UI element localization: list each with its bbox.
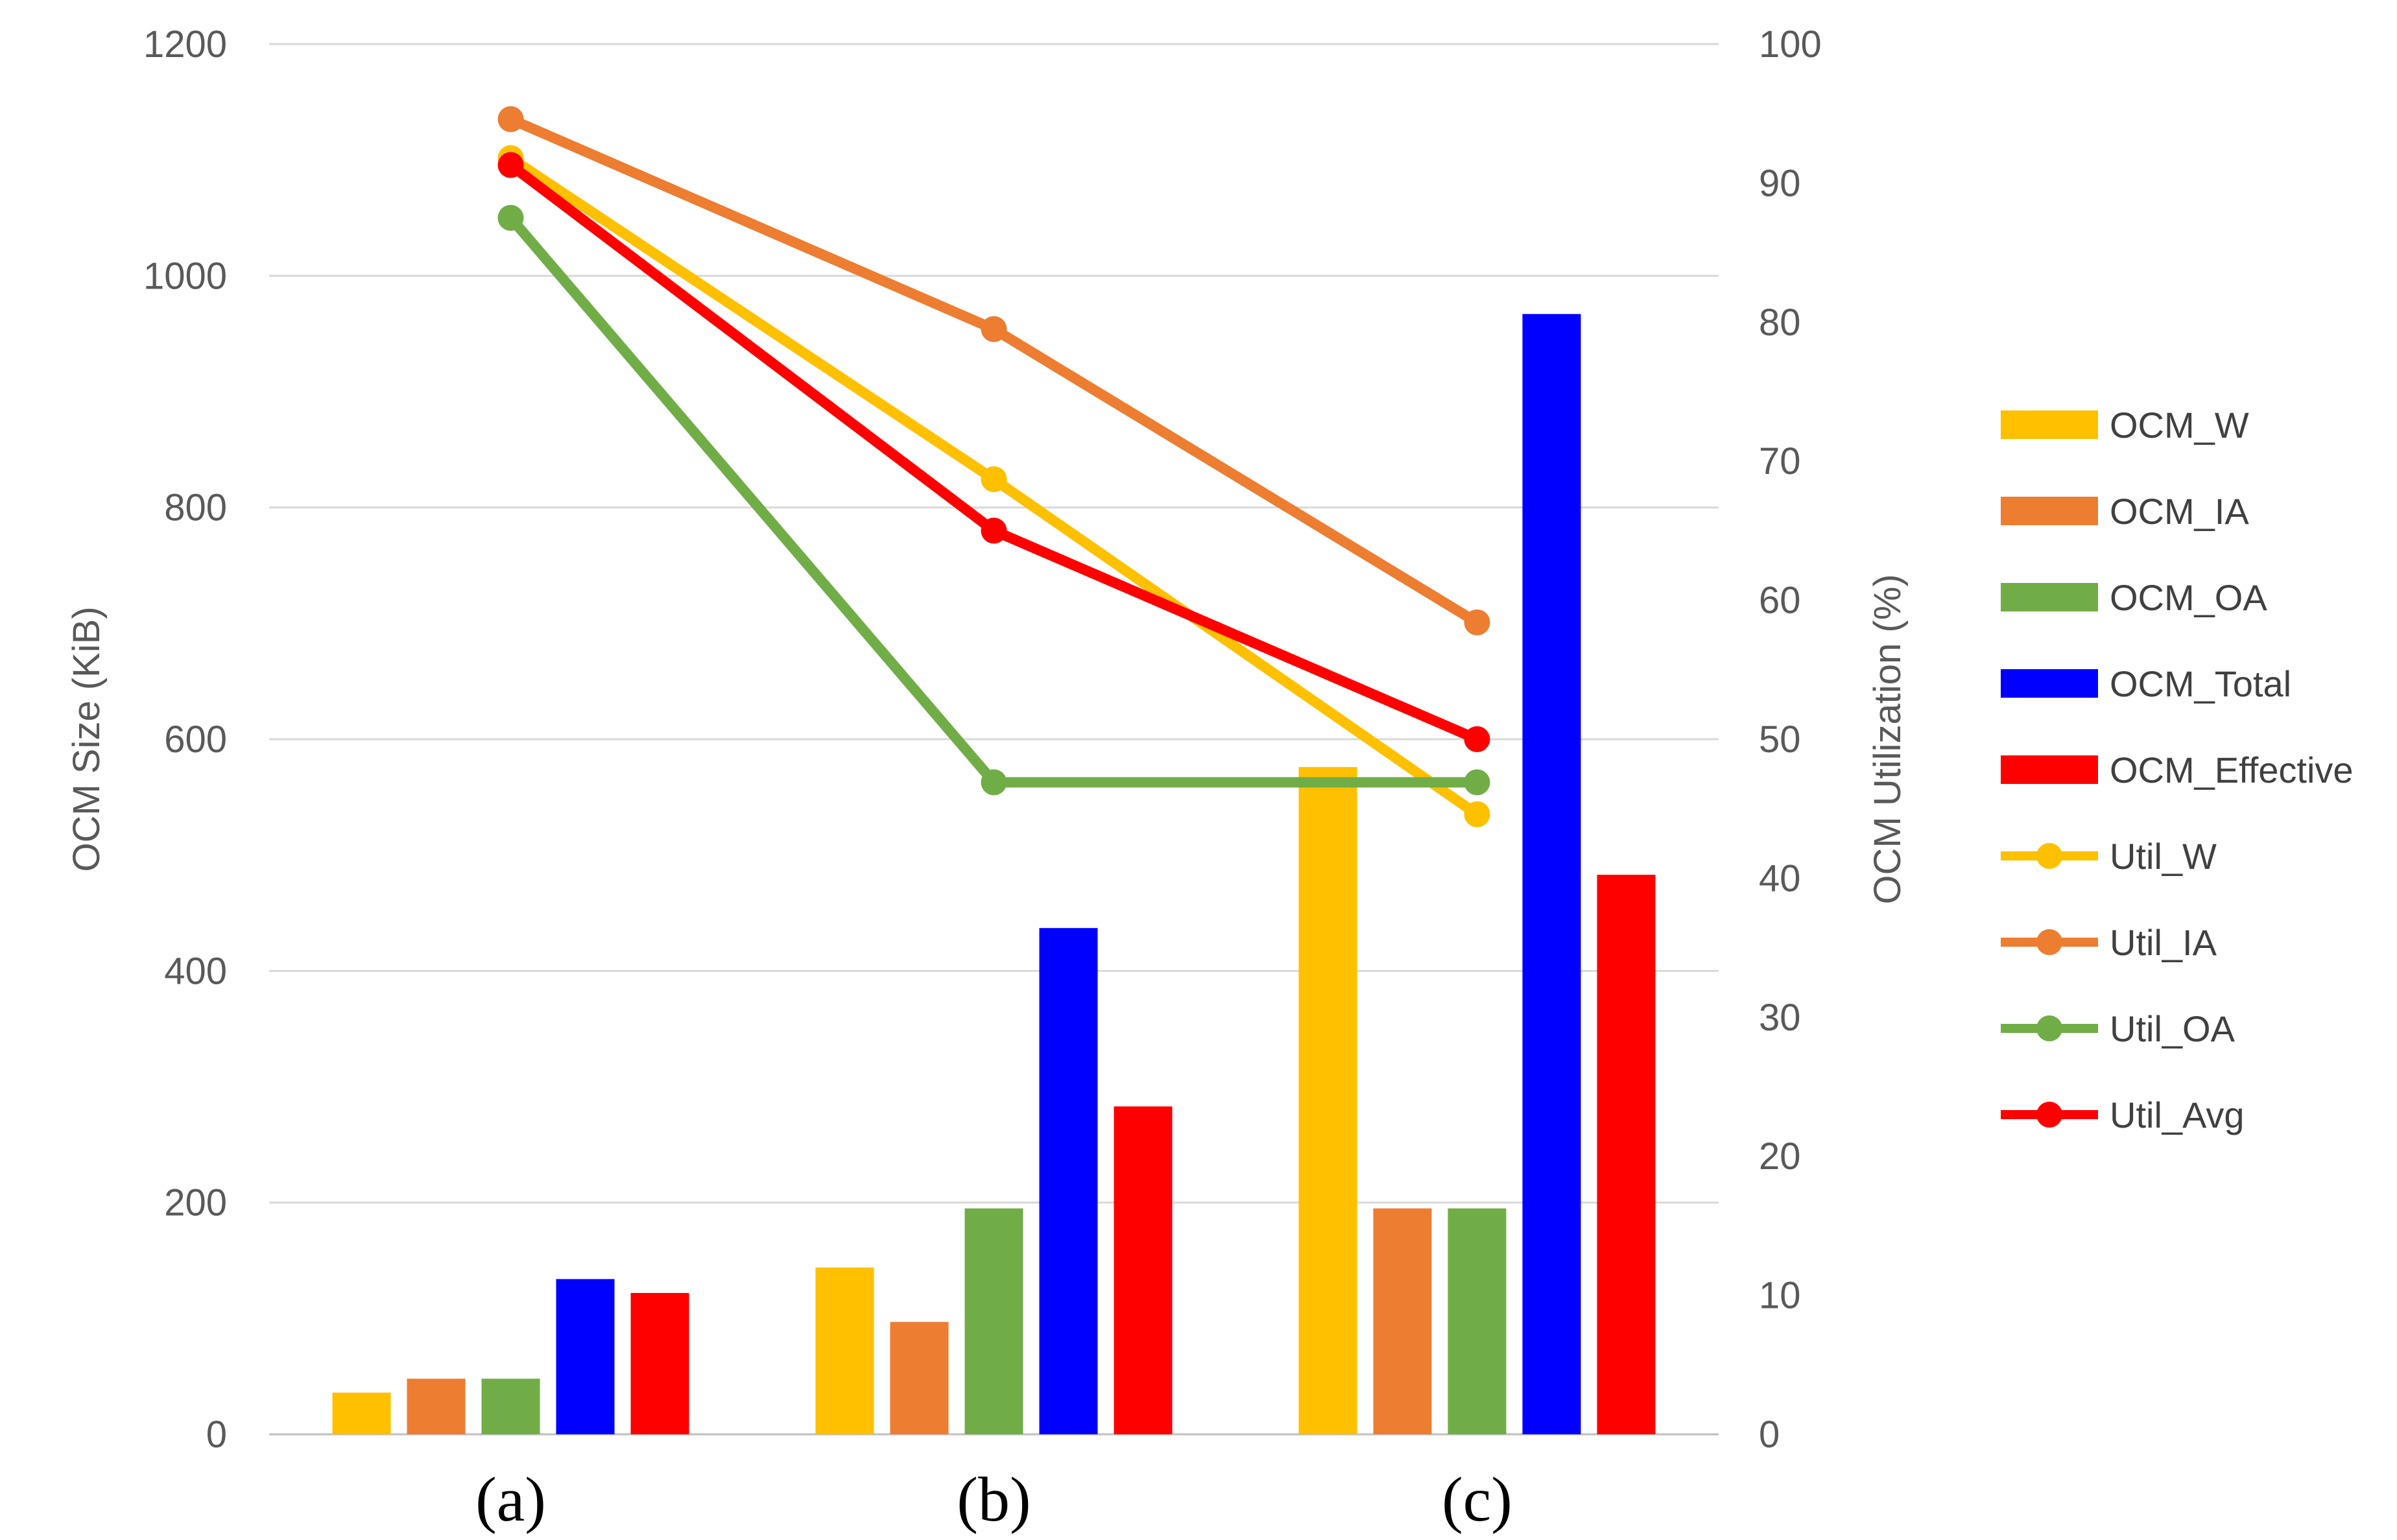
bar-ocm-oa (1448, 1208, 1507, 1434)
point-util-avg (981, 517, 1007, 544)
bar-ocm-w (815, 1267, 874, 1434)
left-tick-label: 800 (164, 487, 227, 529)
left-tick-label: 1000 (143, 255, 227, 297)
gridlines (269, 43, 1719, 1436)
point-util-ia (497, 106, 524, 132)
right-tick-label: 30 (1759, 997, 1801, 1039)
left-tick-label: 600 (164, 718, 227, 761)
legend-item: OCM_IA (2001, 491, 2249, 532)
bar-ocm-total (1522, 314, 1581, 1434)
legend-swatch (2001, 669, 2098, 698)
legend-marker (2036, 843, 2062, 869)
line-util-oa (505, 213, 1483, 788)
point-util-avg (1464, 726, 1490, 752)
point-util-ia (981, 316, 1007, 342)
point-util-oa (497, 205, 524, 231)
bar-ocm-ia (407, 1379, 466, 1434)
right-tick-label: 10 (1759, 1275, 1801, 1317)
bar-ocm-effective (1114, 1106, 1173, 1434)
right-tick-label: 60 (1759, 580, 1801, 622)
bar-ocm-effective (1597, 875, 1656, 1434)
right-tick-label: 50 (1759, 718, 1801, 761)
legend-swatch (2001, 497, 2098, 525)
point-util-oa (981, 769, 1007, 796)
bar-ocm-oa (964, 1208, 1023, 1434)
legend-swatch (2001, 583, 2098, 611)
legend-label: Util_Avg (2110, 1095, 2245, 1135)
point-util-w (1464, 801, 1490, 827)
legend-label: OCM_IA (2110, 491, 2249, 532)
legend-label: OCM_W (2110, 405, 2249, 445)
legend-marker (2036, 929, 2062, 955)
bar-ocm-ia (1373, 1208, 1432, 1434)
legend-item: Util_IA (2001, 922, 2217, 963)
legend-label: Util_OA (2110, 1008, 2236, 1049)
bar-ocm-oa (481, 1379, 540, 1434)
bar-ocm-total (556, 1279, 615, 1434)
left-axis-ticks: 0 200 400 600 800 1000 1200 (143, 23, 227, 1456)
lines (497, 106, 1490, 827)
legend-marker (2036, 1015, 2062, 1041)
category-label: (c) (1442, 1465, 1512, 1535)
legend-label: OCM_Total (2110, 663, 2291, 704)
left-tick-label: 200 (164, 1182, 227, 1224)
point-util-w (981, 466, 1007, 493)
left-axis-title: OCM Size (KiB) (66, 606, 108, 871)
legend-marker (2036, 1102, 2062, 1128)
bar-ocm-w (332, 1392, 391, 1434)
bar-ocm-w (1298, 766, 1357, 1434)
category-labels: (a) (b) (c) (475, 1465, 1512, 1535)
right-axis-ticks: 0 10 20 30 40 50 60 70 80 90 100 (1759, 23, 1822, 1456)
bar-ocm-effective (630, 1293, 689, 1434)
legend-label: Util_W (2110, 836, 2217, 877)
category-label: (b) (957, 1465, 1031, 1535)
legend-item: Util_OA (2001, 1008, 2236, 1049)
legend-item: OCM_W (2001, 405, 2249, 445)
legend: OCM_W OCM_IA OCM_OA OCM_Total OCM_Effective U… (2001, 405, 2354, 1135)
legend-item: OCM_Total (2001, 663, 2291, 704)
right-tick-label: 20 (1759, 1135, 1801, 1178)
right-tick-label: 40 (1759, 857, 1801, 899)
legend-item: OCM_Effective (2001, 750, 2354, 790)
line-util-ia (505, 113, 1483, 628)
left-tick-label: 1200 (143, 23, 227, 65)
legend-label: OCM_Effective (2110, 750, 2354, 790)
point-util-oa (1464, 769, 1490, 796)
right-tick-label: 80 (1759, 302, 1801, 344)
right-tick-label: 0 (1759, 1414, 1780, 1456)
left-tick-label: 0 (206, 1414, 227, 1456)
bars (332, 314, 1656, 1434)
right-tick-label: 100 (1759, 23, 1822, 65)
right-axis-title: OCM Utilization (%) (1866, 574, 1909, 904)
bar-ocm-ia (890, 1321, 949, 1434)
bar-ocm-total (1039, 928, 1098, 1434)
legend-item: Util_Avg (2001, 1095, 2245, 1135)
right-tick-label: 90 (1759, 162, 1801, 204)
point-util-ia (1464, 609, 1490, 635)
legend-swatch (2001, 755, 2098, 784)
legend-swatch (2001, 410, 2098, 439)
category-label: (a) (475, 1465, 546, 1535)
legend-label: Util_IA (2110, 922, 2217, 963)
right-tick-label: 70 (1759, 440, 1801, 482)
left-tick-label: 400 (164, 950, 227, 992)
legend-label: OCM_OA (2110, 577, 2267, 618)
legend-item: Util_W (2001, 836, 2217, 877)
point-util-avg (497, 152, 524, 178)
legend-item: OCM_OA (2001, 577, 2267, 618)
